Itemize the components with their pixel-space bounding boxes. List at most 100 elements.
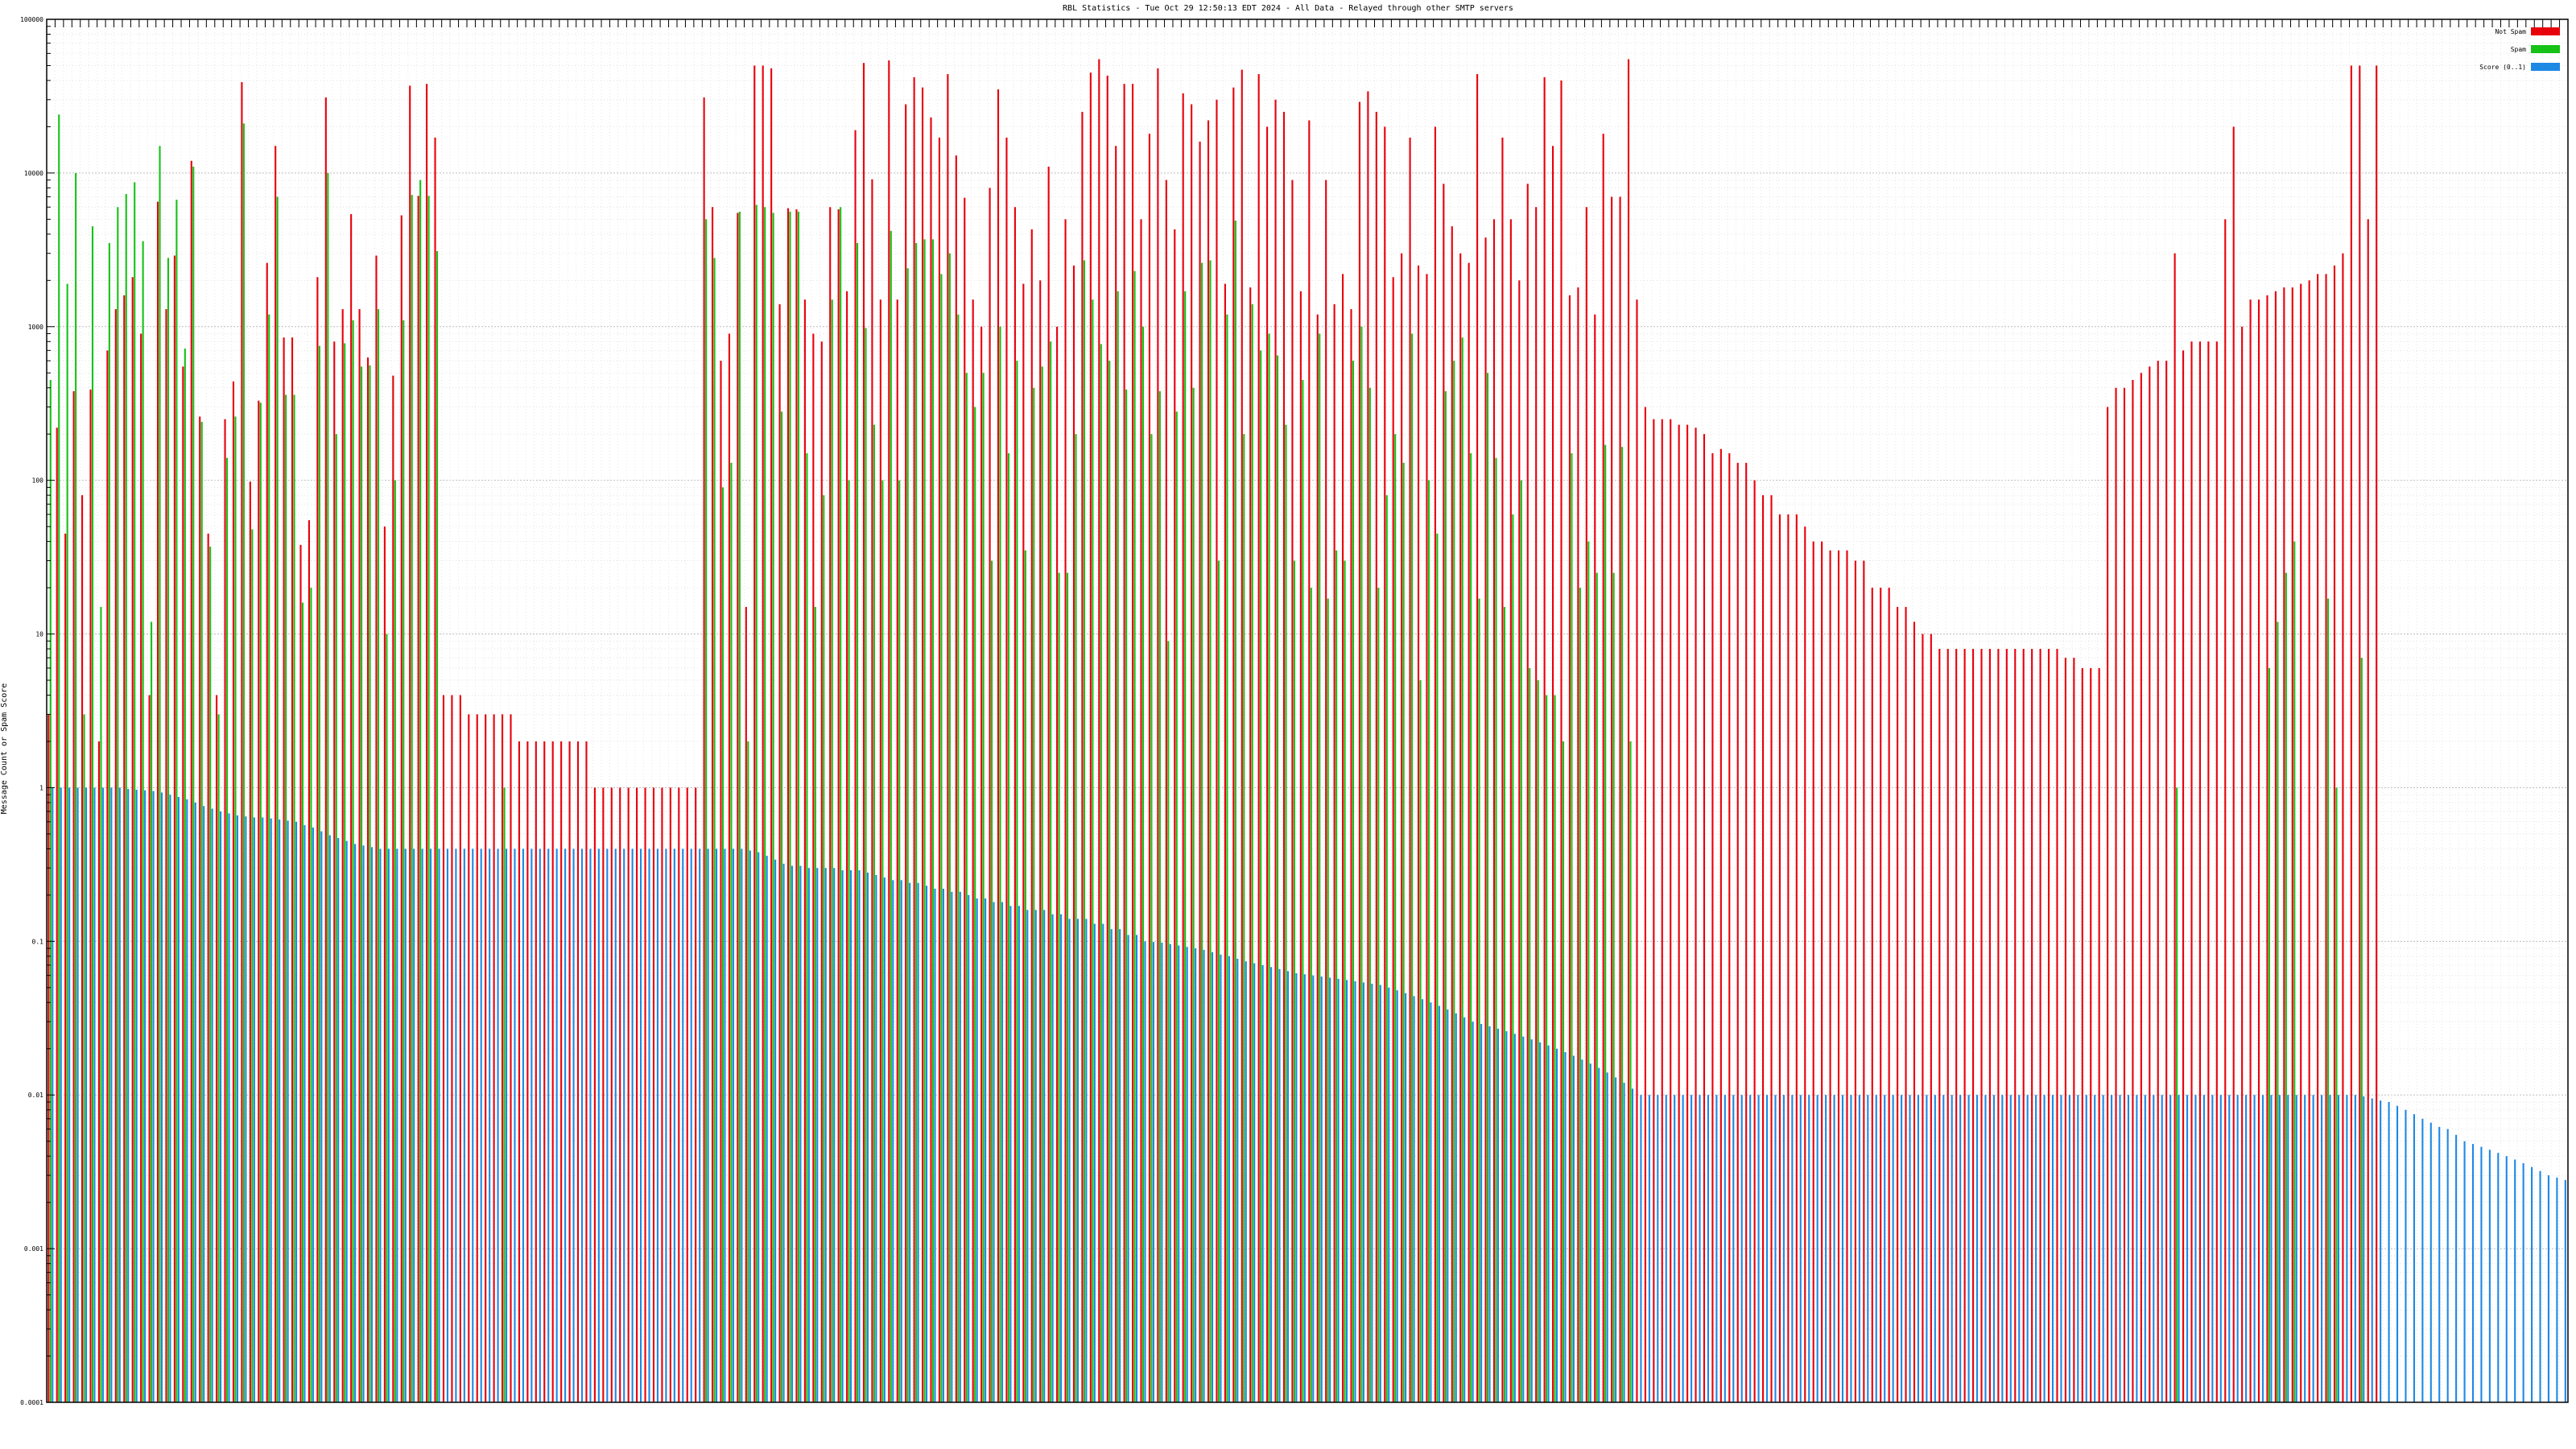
bar-score-0-1--160: [1396, 990, 1398, 1402]
bar-score-0-1--195: [1690, 1095, 1693, 1402]
bar-score-0-1--200: [1732, 1095, 1735, 1402]
bar-score-0-1--178: [1547, 1045, 1550, 1402]
bar-score-0-1--119: [1051, 914, 1054, 1402]
bar-spam-109: [965, 373, 968, 1402]
bar-spam-87: [781, 411, 783, 1402]
y-tick-label: 0.01: [28, 1092, 43, 1099]
bar-not-spam-23: [241, 82, 243, 1402]
bar-not-spam-18: [199, 416, 201, 1403]
bar-score-0-1--144: [1261, 964, 1264, 1402]
bar-score-0-1--152: [1329, 977, 1331, 1402]
bar-not-spam-240: [2064, 658, 2066, 1402]
bar-spam-91: [814, 606, 816, 1402]
bar-score-0-1--123: [1085, 919, 1088, 1402]
bar-not-spam-96: [854, 130, 857, 1403]
bar-score-0-1--198: [1715, 1095, 1718, 1402]
bar-not-spam-117: [1030, 229, 1033, 1402]
bar-spam-46: [436, 250, 439, 1403]
bar-score-0-1--133: [1169, 943, 1171, 1402]
bar-score-0-1--81: [732, 848, 734, 1402]
bar-not-spam-123: [1081, 111, 1084, 1403]
y-tick-label: 100: [32, 477, 44, 485]
bar-spam-106: [940, 274, 943, 1402]
bar-not-spam-11: [140, 333, 142, 1402]
bar-score-0-1--19: [211, 808, 213, 1402]
bar-score-0-1--260: [2236, 1095, 2239, 1402]
bar-spam-90: [806, 453, 808, 1402]
bar-spam-149: [1302, 379, 1304, 1403]
bar-not-spam-65: [593, 787, 596, 1402]
bar-not-spam-234: [2014, 649, 2017, 1402]
bar-not-spam-275: [2359, 65, 2361, 1403]
bar-score-0-1--202: [1749, 1095, 1752, 1402]
bar-score-0-1--229: [1975, 1095, 1979, 1402]
legend: Not Spam Spam Score (0..1): [2479, 27, 2560, 71]
bar-not-spam-93: [829, 207, 832, 1402]
bar-spam-154: [1344, 560, 1346, 1402]
bar-not-spam-256: [2198, 341, 2201, 1402]
bar-score-0-1--86: [774, 859, 777, 1402]
bar-not-spam-108: [955, 155, 957, 1402]
bar-not-spam-176: [1526, 184, 1529, 1403]
bar-score-0-1--181: [1572, 1055, 1575, 1402]
bar-score-0-1--206: [1782, 1095, 1785, 1402]
bar-not-spam-221: [1905, 606, 1907, 1402]
bar-score-0-1--263: [2261, 1095, 2264, 1402]
bar-spam-33: [327, 172, 329, 1402]
bar-score-0-1--161: [1405, 993, 1407, 1402]
bar-score-0-1--65: [597, 848, 600, 1402]
bar-spam-14: [167, 258, 170, 1402]
bar-not-spam-163: [1417, 265, 1420, 1402]
bar-not-spam-274: [2350, 65, 2352, 1403]
bar-not-spam-226: [1946, 649, 1949, 1402]
bar-score-0-1--233: [2009, 1095, 2012, 1402]
bar-score-0-1--92: [824, 868, 827, 1402]
bar-spam-39: [377, 309, 380, 1402]
bar-not-spam-185: [1602, 134, 1604, 1402]
bar-not-spam-181: [1568, 295, 1571, 1402]
bar-score-0-1--175: [1522, 1036, 1525, 1402]
bar-score-0-1--78: [707, 848, 709, 1402]
bar-spam-168: [1461, 337, 1463, 1402]
bar-score-0-1--68: [623, 848, 625, 1402]
bar-score-0-1--155: [1354, 980, 1356, 1402]
bar-not-spam-89: [795, 209, 798, 1402]
bar-score-0-1--7: [110, 787, 113, 1402]
bar-score-0-1--235: [2026, 1095, 2029, 1402]
bar-spam-183: [1587, 541, 1590, 1402]
bar-not-spam-39: [375, 255, 378, 1402]
bar-score-0-1--73: [665, 848, 667, 1402]
bar-score-0-1--218: [1884, 1095, 1886, 1402]
bar-spam-94: [840, 207, 842, 1402]
bar-score-0-1--113: [1001, 902, 1004, 1402]
bar-spam-165: [1436, 533, 1439, 1402]
bar-spam-1: [58, 114, 60, 1402]
bar-score-0-1--23: [245, 816, 247, 1402]
bar-not-spam-266: [2283, 287, 2285, 1402]
bar-not-spam-178: [1543, 76, 1546, 1402]
bar-score-0-1--41: [396, 848, 398, 1402]
bar-score-0-1--143: [1253, 963, 1256, 1402]
bar-score-0-1--106: [942, 888, 944, 1402]
bar-not-spam-145: [1266, 126, 1269, 1403]
bar-spam-161: [1402, 462, 1405, 1403]
bar-score-0-1--284: [2438, 1126, 2441, 1402]
bar-spam-275: [2360, 658, 2363, 1402]
bar-spam-43: [411, 195, 413, 1402]
bar-not-spam-32: [316, 277, 319, 1402]
bar-not-spam-264: [2266, 295, 2268, 1402]
bar-not-spam-194: [1678, 424, 1680, 1402]
bar-not-spam-15: [173, 255, 175, 1402]
bar-spam-129: [1133, 270, 1136, 1403]
bar-spam-38: [369, 365, 371, 1403]
bar-score-0-1--130: [1144, 941, 1146, 1402]
bar-score-0-1--134: [1178, 945, 1180, 1402]
bar-not-spam-202: [1745, 462, 1748, 1403]
bar-not-spam-137: [1199, 141, 1201, 1402]
bar-not-spam-88: [786, 208, 790, 1402]
bar-spam-81: [730, 462, 733, 1403]
bar-score-0-1--241: [2077, 1095, 2079, 1402]
bar-spam-152: [1327, 598, 1329, 1402]
bar-score-0-1--82: [741, 848, 743, 1402]
